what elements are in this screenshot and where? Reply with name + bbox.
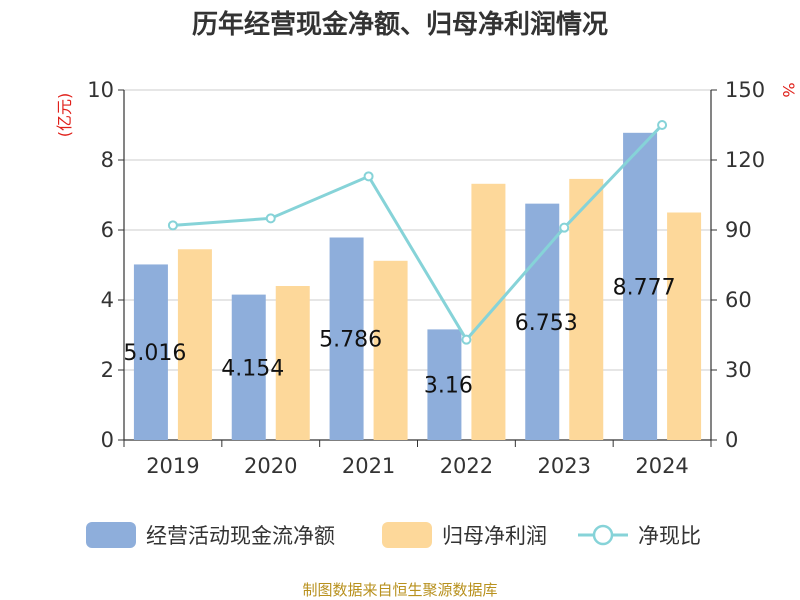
- bar-data-label: 5.786: [319, 328, 382, 353]
- bar-data-labels: 5.016 4.154 5.786 3.16 6.753 8.777: [123, 275, 675, 398]
- left-tick-label: 2: [101, 358, 114, 382]
- bar-netprofit: [471, 183, 506, 441]
- bar-cashflow: [133, 264, 168, 440]
- ratio-point: [167, 220, 178, 231]
- left-tick-label: 8: [101, 148, 114, 172]
- ratio-point: [657, 120, 668, 130]
- legend-label: 经营活动现金流净额: [146, 524, 335, 548]
- x-tick-label: 2023: [538, 454, 591, 478]
- bar-cashflow: [231, 294, 266, 440]
- legend-marker: [592, 524, 614, 546]
- right-tick-label: 120: [725, 148, 765, 172]
- x-tick-label: 2020: [244, 454, 297, 478]
- legend-swatch: [86, 522, 136, 548]
- ratio-line-series: [167, 120, 668, 345]
- x-tick-label: 2021: [342, 454, 395, 478]
- ratio-point: [363, 171, 374, 182]
- bars: [133, 132, 702, 441]
- bar-data-label: 6.753: [515, 311, 578, 336]
- bar-data-label: 5.016: [123, 341, 186, 366]
- left-tick-label: 10: [87, 78, 114, 102]
- bar-data-label: 3.16: [424, 374, 473, 399]
- x-tick-label: 2024: [635, 454, 688, 478]
- right-tick-label: 0: [725, 428, 738, 452]
- gridlines: [124, 89, 711, 371]
- x-tick-label: 2019: [146, 454, 199, 478]
- ratio-line: [172, 123, 664, 343]
- chart-title: 历年经营现金净额、归母净利润情况: [192, 9, 608, 40]
- bar-data-label: 8.777: [613, 275, 676, 300]
- right-tick-label: 90: [725, 218, 752, 242]
- legend-swatch: [382, 522, 432, 548]
- right-tick-label: 150: [725, 78, 765, 102]
- left-tick-label: 6: [101, 218, 114, 242]
- bar-netprofit: [569, 178, 604, 440]
- bar-cashflow: [427, 329, 462, 440]
- right-tick-label: 30: [725, 358, 752, 382]
- right-axis-unit: %: [779, 82, 798, 97]
- legend: 经营活动现金流净额 归母净利润 净现比: [86, 522, 701, 548]
- bar-netprofit: [177, 249, 212, 440]
- ratio-point: [265, 213, 276, 224]
- bar-cashflow: [525, 203, 560, 440]
- bar-data-label: 4.154: [221, 356, 284, 381]
- left-axis-unit: (亿元): [55, 93, 74, 138]
- left-tick-label: 4: [101, 288, 114, 312]
- x-tick-label: 2022: [440, 454, 493, 478]
- ratio-point: [559, 222, 570, 233]
- legend-label: 归母净利润: [442, 524, 547, 548]
- source-note: 制图数据来自恒生聚源数据库: [302, 581, 497, 599]
- left-tick-label: 0: [101, 428, 114, 452]
- bar-netprofit: [373, 260, 408, 440]
- bar-cashflow: [329, 237, 364, 440]
- right-tick-label: 60: [725, 288, 752, 312]
- axes: 0 2 4 6 8 10 0 30 60 90 120 150 2019 2020 2021 2022 2023…: [87, 78, 765, 478]
- ratio-point: [461, 334, 472, 345]
- bar-netprofit: [275, 286, 310, 440]
- bar-cashflow: [623, 132, 658, 440]
- bar-netprofit: [667, 212, 702, 440]
- legend-label: 净现比: [638, 524, 701, 548]
